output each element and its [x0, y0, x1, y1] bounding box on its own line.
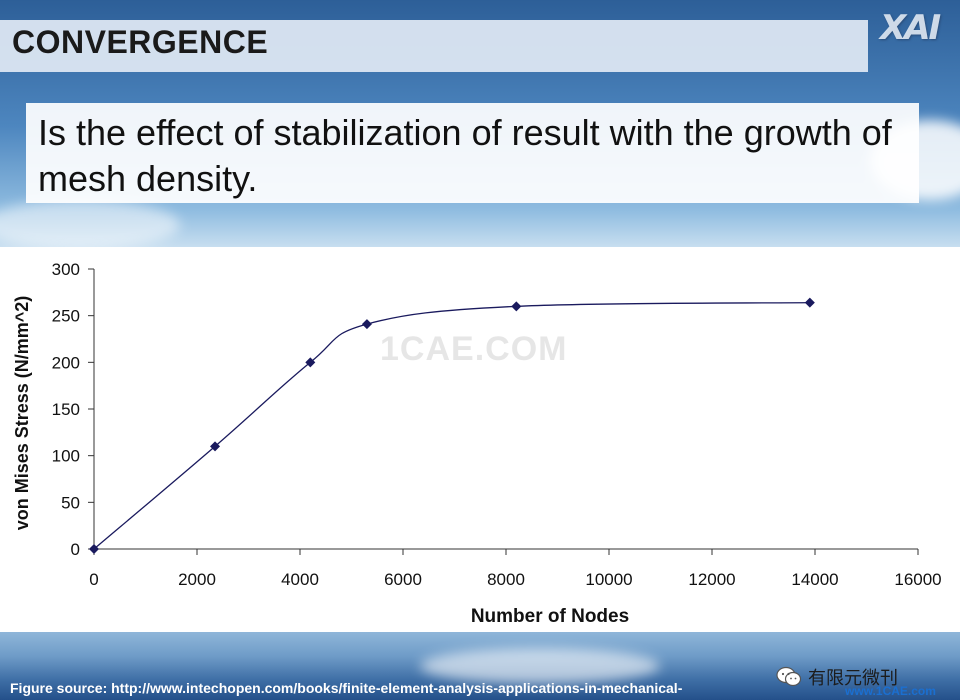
logo: XAI: [880, 8, 941, 48]
data-point-marker: [305, 357, 316, 368]
description-box: [26, 103, 919, 203]
convergence-chart: 0 50 100 150 200 250 300 0 2000 4000 6000 8000 10000…: [12, 260, 942, 627]
x-tick-label: 6000: [384, 570, 422, 589]
watermark: 1CAE.COM: [380, 330, 568, 368]
y-tick-label: 0: [71, 540, 80, 559]
title-bar: [0, 20, 868, 72]
x-tick-label: 0: [89, 570, 98, 589]
x-tick-label: 16000: [894, 570, 941, 589]
series-line: [93, 301, 810, 550]
figure-source: Figure source: http://www.intechopen.com…: [10, 680, 683, 696]
y-tick-label: 100: [52, 447, 80, 466]
x-tick-label: 8000: [487, 570, 525, 589]
y-axis-title: von Mises Stress (N/mm^2): [12, 296, 32, 531]
chart-panel: 0 50 100 150 200 250 300 0 2000 4000 6000 8000 10000…: [0, 247, 960, 632]
data-point-marker: [804, 297, 815, 308]
badge-text: 有限元微刊: [808, 668, 898, 689]
data-point-marker: [210, 441, 221, 452]
y-tick-label: 50: [61, 493, 80, 512]
description-text: Is the effect of stabilization of result…: [38, 112, 892, 199]
cloud-decoration: [420, 648, 660, 684]
wechat-icon: [776, 666, 802, 688]
y-tick-label: 150: [52, 400, 80, 419]
y-tick-label: 300: [52, 260, 80, 279]
x-tick-label: 2000: [178, 570, 216, 589]
y-tick-label: 250: [52, 307, 80, 326]
x-axis-title: Number of Nodes: [471, 606, 629, 627]
x-tick-label: 4000: [281, 570, 319, 589]
data-point-marker: [361, 319, 372, 330]
cloud-decoration: [0, 200, 180, 250]
data-point-marker: [511, 301, 522, 312]
y-tick-label: 200: [52, 353, 80, 372]
x-tick-label: 14000: [791, 570, 838, 589]
x-tick-label: 10000: [585, 570, 632, 589]
wechat-badge: 有限元微刊: [776, 660, 956, 694]
data-point-marker: [89, 544, 99, 554]
slide-title: CONVERGENCE: [12, 24, 269, 60]
x-tick-label: 12000: [688, 570, 735, 589]
site-text: www.1CAE.com: [845, 684, 936, 698]
